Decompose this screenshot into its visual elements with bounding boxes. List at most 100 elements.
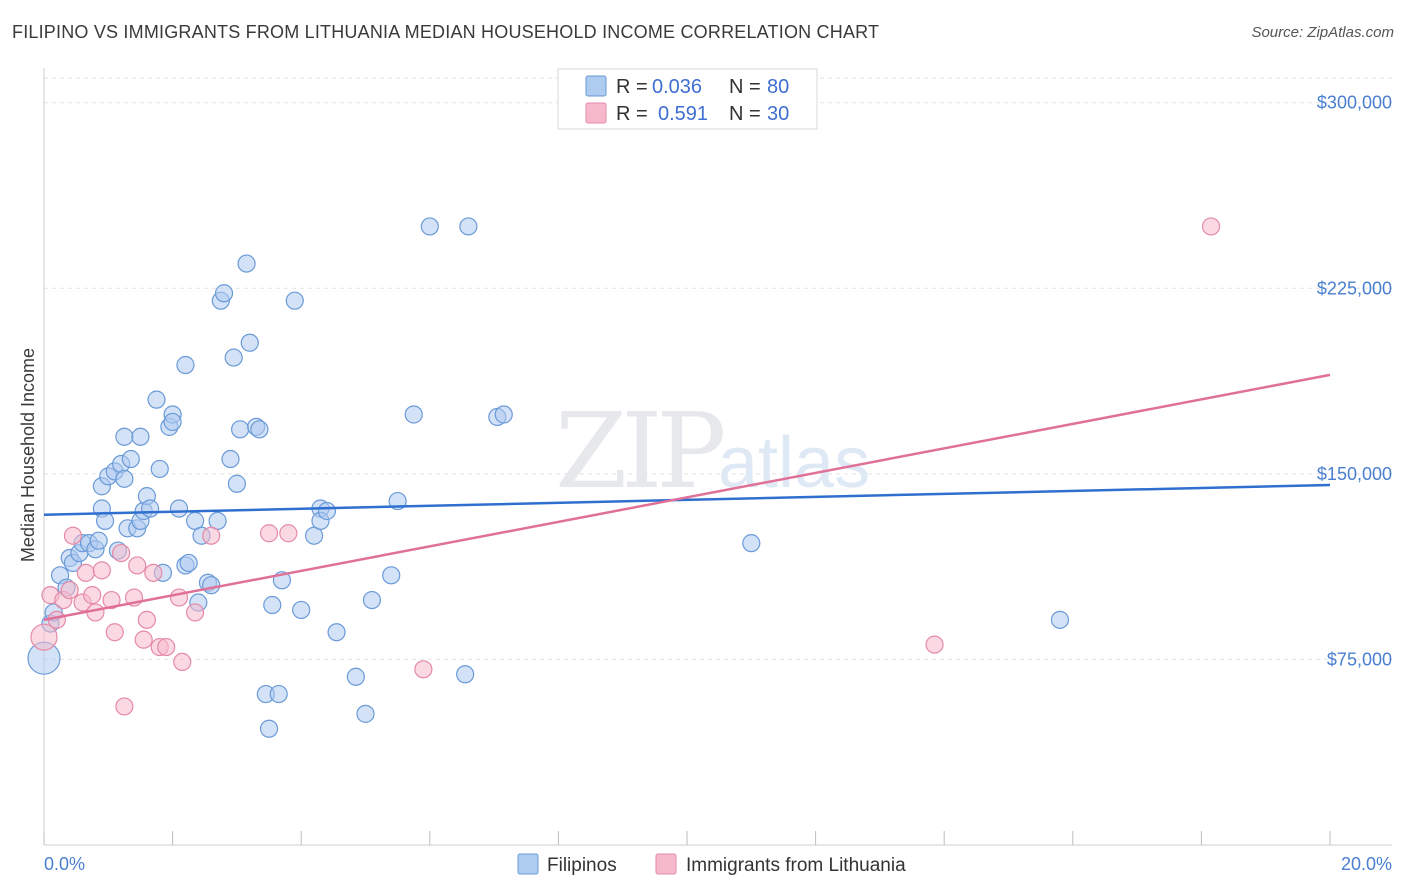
lithuania-point xyxy=(186,603,205,622)
filipinos-point xyxy=(89,531,108,550)
filipinos-point xyxy=(420,217,439,236)
lithuania-point xyxy=(115,697,134,716)
filipinos-point xyxy=(214,284,234,303)
filipinos-point xyxy=(346,667,365,686)
lithuania-point xyxy=(925,635,944,654)
filipinos-point xyxy=(742,534,761,553)
watermark-zip: ZIP xyxy=(555,390,723,512)
legend-swatch-filipinos xyxy=(585,75,607,97)
filipinos-point xyxy=(317,501,337,521)
gridlines xyxy=(44,77,1392,660)
lithuania-point xyxy=(92,561,111,580)
filipinos-trend-line xyxy=(43,483,1331,516)
x-tick-label: 0.0% xyxy=(44,854,85,874)
lithuania-point xyxy=(414,660,433,679)
lithuania-point xyxy=(137,610,156,629)
filipinos-point xyxy=(240,333,259,352)
filipinos-point xyxy=(250,420,269,439)
filipinos-point xyxy=(1050,610,1070,629)
filipinos-point xyxy=(202,576,221,595)
filipinos-point xyxy=(163,412,182,432)
filipinos-point xyxy=(459,217,478,236)
filipinos-point xyxy=(263,595,282,615)
filipinos-point xyxy=(176,355,195,375)
lithuania-point xyxy=(169,588,189,607)
filipinos-point xyxy=(221,449,240,469)
y-tick-label: $150,000 xyxy=(1317,464,1392,484)
filipinos-point xyxy=(140,499,160,518)
lithuania-point xyxy=(112,543,131,563)
filipinos-point xyxy=(131,427,150,446)
y-tick-labels: $75,000 $150,000 $225,000 $300,000 xyxy=(1317,93,1392,670)
bottom-legend-lithuania: Immigrants from Lithuania xyxy=(686,855,906,876)
legend-n-value-lithuania: 30 xyxy=(767,103,789,125)
lithuania-point xyxy=(144,563,163,582)
filipinos-point xyxy=(382,566,401,585)
filipinos-point xyxy=(269,684,288,704)
series-legend: Filipinos Immigrants from Lithuania xyxy=(517,853,906,876)
chart-title: FILIPINO VS IMMIGRANTS FROM LITHUANIA ME… xyxy=(12,22,880,42)
lithuania-point xyxy=(1201,217,1221,236)
bottom-legend-swatch-filipinos xyxy=(517,853,539,875)
lithuania-point xyxy=(157,637,176,657)
filipinos-point xyxy=(227,474,246,493)
filipinos-point xyxy=(147,390,166,409)
legend-r-label-filipinos: R = xyxy=(616,76,648,98)
lithuania-point xyxy=(102,590,121,610)
lithuania-point xyxy=(128,556,147,575)
lithuania-point xyxy=(76,563,95,582)
y-tick-label: $300,000 xyxy=(1317,93,1392,113)
y-tick-label: $225,000 xyxy=(1317,278,1392,298)
filipinos-point xyxy=(237,254,256,273)
bottom-legend-filipinos: Filipinos xyxy=(547,855,617,876)
lithuania-point xyxy=(30,623,58,651)
filipinos-point xyxy=(285,291,304,310)
y-tick-label: $75,000 xyxy=(1327,649,1392,669)
filipinos-point xyxy=(121,449,140,469)
lithuania-points xyxy=(30,217,1221,716)
lithuania-point xyxy=(173,652,192,672)
lithuania-point xyxy=(259,524,279,543)
x-tick-labels: 0.0% 20.0% xyxy=(44,854,1392,874)
legend-r-value-lithuania: 0.591 xyxy=(658,103,708,125)
legend-n-label-filipinos: N = xyxy=(729,76,761,98)
legend-swatch-lithuania xyxy=(585,102,607,124)
y-axis-label: Median Household Income xyxy=(18,348,38,562)
stats-legend: R = 0.036 N = 80 R = 0.591 N = 30 xyxy=(557,68,818,130)
filipinos-point xyxy=(169,499,189,518)
lithuania-point xyxy=(60,581,79,600)
lithuania-point xyxy=(105,623,124,642)
axes xyxy=(43,68,1392,846)
filipinos-point xyxy=(404,405,423,424)
filipinos-point xyxy=(150,459,169,479)
filipinos-point xyxy=(494,405,513,424)
lithuania-point xyxy=(134,630,153,649)
legend-n-value-filipinos: 80 xyxy=(767,76,789,98)
lithuania-point xyxy=(279,524,298,543)
watermark: ZIP atlas xyxy=(555,390,870,512)
filipinos-point xyxy=(231,420,250,439)
filipinos-point xyxy=(115,469,134,488)
lithuania-trend-line xyxy=(43,373,1331,622)
filipinos-point xyxy=(362,590,382,610)
legend-n-label-lithuania: N = xyxy=(729,103,761,125)
filipinos-point xyxy=(356,704,375,723)
filipinos-point xyxy=(456,665,475,684)
filipinos-point xyxy=(115,427,134,446)
lithuania-point xyxy=(202,526,221,545)
filipinos-point xyxy=(259,719,279,738)
legend-r-label-lithuania: R = xyxy=(616,103,648,125)
filipinos-point xyxy=(95,511,115,530)
filipinos-point xyxy=(224,348,243,367)
filipinos-point xyxy=(292,600,311,620)
lithuania-point xyxy=(63,526,83,545)
bottom-legend-swatch-lithuania xyxy=(655,853,677,875)
legend-r-value-filipinos: 0.036 xyxy=(652,76,702,98)
lithuania-point xyxy=(83,586,102,605)
x-tick-label: 20.0% xyxy=(1341,854,1392,874)
filipinos-point xyxy=(179,553,198,573)
trend-lines xyxy=(43,373,1331,622)
source-label: Source: ZipAtlas.com xyxy=(1251,24,1394,41)
filipinos-point xyxy=(327,623,346,642)
